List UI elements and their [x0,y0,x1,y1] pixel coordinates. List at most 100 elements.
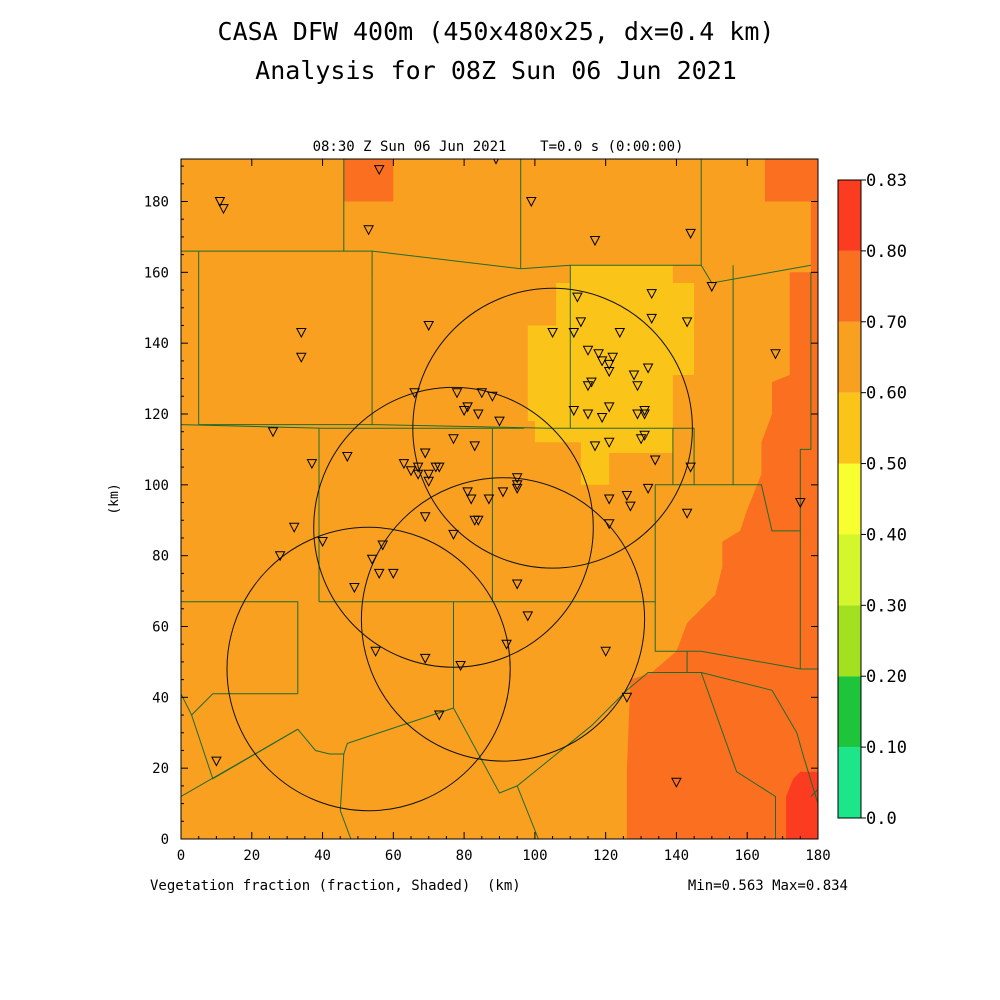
station-marker [646,289,658,300]
station-marker [603,402,615,413]
county-boundary-29 [810,789,818,797]
station-marker [448,434,459,445]
station-marker [218,204,229,215]
station-marker [547,328,558,339]
x-tick-label: 40 [314,848,331,864]
colorbar-label: 0.10 [866,738,907,758]
station-marker [423,469,435,480]
station-marker [462,487,473,498]
county-boundary-7 [372,424,674,485]
station-marker [568,328,580,339]
x-tick-label: 80 [456,848,473,864]
y-tick-label: 100 [144,478,169,494]
station-marker [596,356,608,367]
station-marker [423,321,435,332]
station-marker [639,406,650,417]
shaded-region-2 [626,159,818,839]
colorbar-swatch [838,392,861,464]
colorbar-swatch [838,747,861,818]
station-marker [295,352,307,363]
county-boundary-25 [687,650,818,670]
colorbar: 0.0 0.10 0.20 0.30 0.40 0.50 0.60 0.70 0.80 0.83 [837,171,907,829]
range-ring-3 [360,477,646,762]
station-marker [465,494,477,505]
county-boundary-20 [453,672,773,794]
station-marker [363,225,374,236]
range-ring-2 [226,526,511,812]
station-marker [770,349,781,360]
station-marker [373,568,385,579]
y-tick-label: 120 [144,407,169,423]
station-marker [462,402,473,413]
station-marker [642,363,654,374]
range-ring-0 [412,287,693,569]
y-axis-label: (km) [107,483,122,514]
colorbar-swatch [838,463,861,535]
station-marker [295,328,307,339]
station-marker [476,388,488,399]
y-tick-label: 40 [152,690,169,706]
station-marker [706,282,718,293]
station-marker [377,540,389,551]
station-marker [511,473,523,484]
station-marker [575,317,587,328]
station-marker [370,646,381,657]
station-marker [274,551,286,562]
y-tick-label: 0 [161,832,169,848]
station-marker [621,491,633,502]
station-marker [211,756,222,767]
station-marker [366,554,378,565]
station-marker [487,391,498,402]
county-boundary-9 [181,424,525,429]
station-marker [398,459,410,470]
x-axis: 0 20 40 60 80 100 120 140 160 180 [177,159,831,864]
x-tick-label: 140 [664,848,689,864]
station-marker [621,692,633,703]
station-marker [681,508,693,519]
shaded-regions [343,159,818,839]
station-marker [317,537,328,548]
station-marker [607,352,619,363]
station-marker [582,381,594,392]
colorbar-frame [837,179,862,819]
y-tick-label: 80 [152,549,169,565]
station-marker [451,388,463,399]
x-tick-label: 120 [593,848,618,864]
station-marker [455,661,466,672]
station-marker [341,452,353,463]
x-tick-label: 0 [177,848,185,864]
station-marker [525,197,537,208]
station-marker [419,448,431,459]
station-marker [639,409,650,420]
station-marker [600,646,612,657]
station-marker [469,441,481,452]
colorbar-label: 0.83 [866,171,907,191]
county-boundary-18 [297,707,454,755]
station-marker [387,568,399,579]
shaded-region-1 [343,159,394,202]
station-marker [603,519,615,530]
station-marker [497,487,509,498]
colorbar-swatch [838,321,861,393]
station-marker [603,359,615,370]
station-marker [794,498,806,509]
station-marker [511,483,523,494]
station-marker [448,529,459,540]
county-boundary-6 [198,251,373,426]
colorbar-label: 0.30 [866,596,907,616]
station-marker [419,512,431,523]
station-marker [373,165,385,176]
colorbar-swatch [838,534,861,606]
chart-title-line1: CASA DFW 400m (450x480x25, dx=0.4 km) [218,17,775,46]
station-marker [433,462,445,473]
station-marker [412,462,424,473]
colorbar-label: 0.0 [866,809,897,829]
station-marker [472,515,484,526]
x-tick-label: 160 [735,848,760,864]
plot-area [180,158,819,840]
chart-title-line2: Analysis for 08Z Sun 06 Jun 2021 [255,56,737,85]
station-marker [639,430,650,441]
station-marker [458,406,470,417]
station-marker [214,197,226,208]
